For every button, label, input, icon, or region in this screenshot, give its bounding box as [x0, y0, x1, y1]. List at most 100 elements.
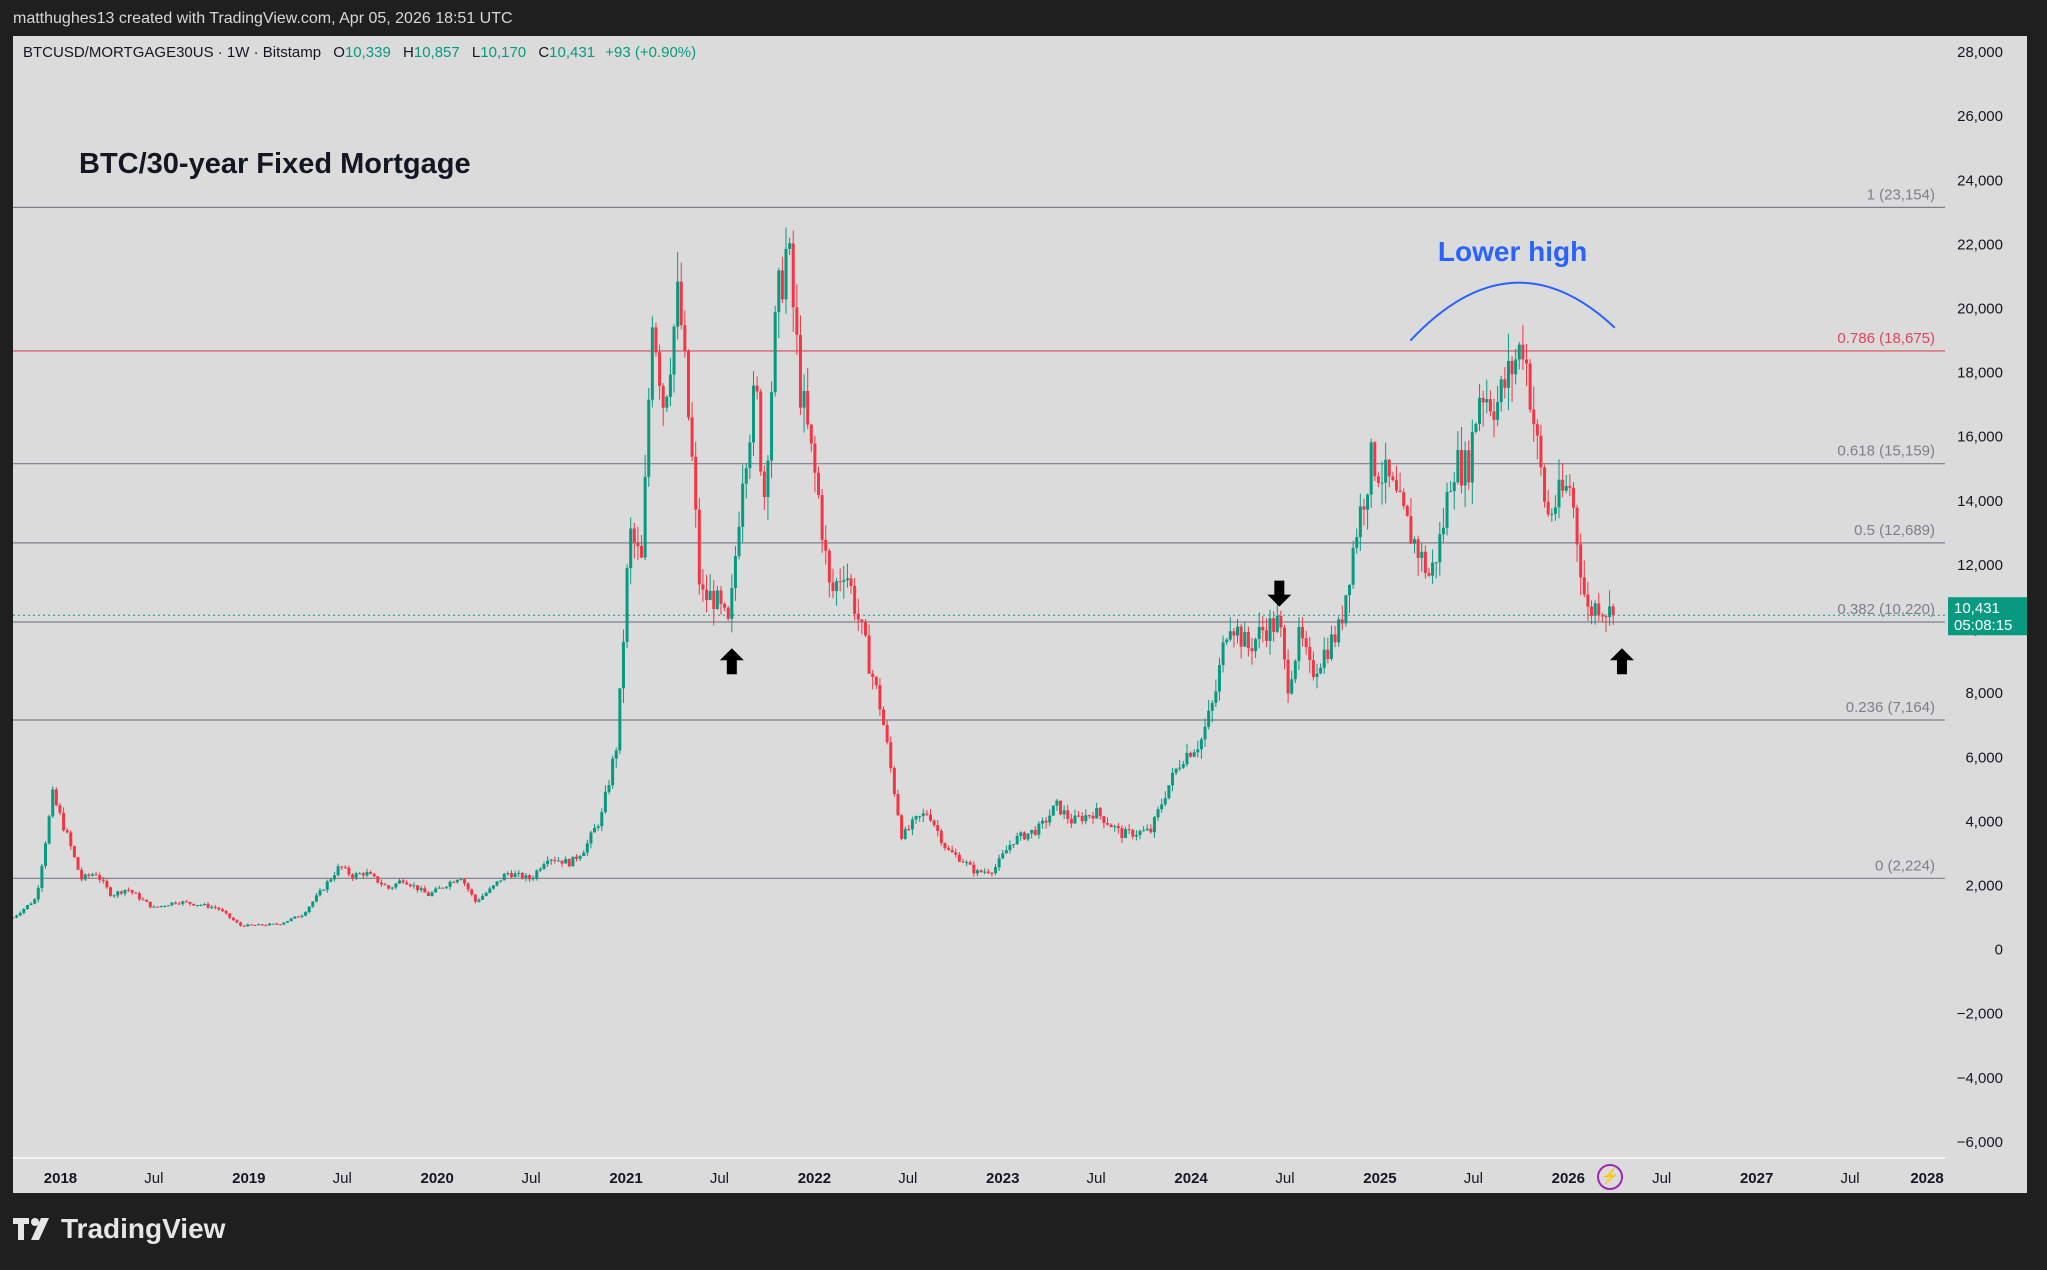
candle-body-141 — [520, 872, 524, 879]
candle-body-235 — [860, 619, 864, 622]
candle-body-420 — [1528, 363, 1532, 410]
candle-body-242 — [885, 725, 889, 743]
fib-label-1: 0.786 (18,675) — [1837, 330, 1935, 347]
credit-text: matthughes13 created with TradingView.co… — [13, 10, 513, 27]
candle-body-131 — [484, 892, 488, 896]
candle-body-165 — [607, 785, 611, 792]
candle-body-174 — [640, 545, 644, 558]
candle-body-319 — [1163, 798, 1167, 805]
candle-body-374 — [1362, 506, 1366, 510]
candle-body-315 — [1149, 828, 1153, 833]
candle-body-157 — [578, 856, 582, 859]
candle-body-438 — [1593, 603, 1597, 616]
candle-body-354 — [1290, 679, 1294, 694]
low-value: 10,170 — [480, 44, 527, 61]
candle-body-5 — [29, 903, 33, 906]
candle-body-272 — [994, 867, 998, 874]
candle-body-381 — [1387, 459, 1391, 477]
candle-body-36 — [141, 899, 145, 901]
candle-body-415 — [1510, 360, 1514, 375]
candle-body-230 — [842, 580, 846, 582]
candle-body-295 — [1077, 815, 1081, 817]
last-price-countdown: 05:08:15 — [1954, 617, 2012, 634]
candle-body-288 — [1051, 805, 1055, 816]
symbol-name[interactable]: BTCUSD/MORTGAGE30US · 1W · Bitstamp — [23, 44, 322, 61]
candle-body-286 — [1044, 820, 1048, 823]
candle-body-403 — [1467, 450, 1471, 483]
candle-body-132 — [488, 888, 492, 893]
candle-body-227 — [831, 582, 835, 592]
candle-body-164 — [603, 791, 607, 813]
candle-body-245 — [896, 794, 900, 816]
candle-body-355 — [1293, 660, 1297, 680]
candle-body-103 — [383, 884, 387, 886]
candle-body-285 — [1040, 820, 1044, 824]
candle-body-69 — [260, 924, 264, 926]
candle-body-365 — [1329, 634, 1333, 659]
candle-body-22 — [90, 874, 94, 876]
candle-body-206 — [755, 385, 759, 392]
candle-body-388 — [1413, 539, 1417, 544]
candle-body-294 — [1073, 815, 1077, 824]
candle-body-249 — [910, 819, 914, 830]
candle-body-254 — [928, 814, 932, 821]
candle-body-94 — [351, 874, 355, 879]
candle-body-396 — [1441, 527, 1445, 535]
candle-body-101 — [376, 876, 380, 883]
candle-body-241 — [882, 709, 886, 726]
y-tick-label: −4,000 — [1957, 1070, 2003, 1087]
candle-body-358 — [1304, 638, 1308, 648]
candle-body-283 — [1033, 829, 1037, 835]
symbol-legend[interactable]: BTCUSD/MORTGAGE30US · 1W · Bitstamp O10,… — [23, 44, 696, 61]
candle-body-24 — [98, 875, 102, 880]
candle-body-201 — [737, 526, 741, 557]
brand-logo[interactable]: TradingView — [13, 1213, 225, 1245]
candle-body-87 — [325, 881, 329, 890]
candle-body-83 — [311, 901, 315, 907]
candle-body-79 — [296, 916, 300, 918]
candle-body-124 — [459, 879, 463, 881]
candle-body-301 — [1098, 807, 1102, 817]
candle-body-311 — [1134, 834, 1138, 837]
candle-body-424 — [1543, 467, 1547, 502]
candle-body-91 — [340, 866, 344, 868]
chart-canvas[interactable]: 1 (23,154) 0.786 (18,675) 0.618 (15,159) 0.… — [13, 36, 2027, 1193]
candle-body-269 — [983, 871, 987, 873]
candle-body-373 — [1358, 506, 1362, 538]
candle-body-195 — [715, 590, 719, 609]
candle-body-40 — [155, 906, 159, 908]
y-tick-label: 26,000 — [1957, 108, 2003, 125]
candle-body-68 — [257, 924, 261, 926]
candle-body-266 — [972, 864, 976, 874]
candle-body-118 — [437, 887, 441, 889]
chart-panel[interactable]: 1 (23,154) 0.786 (18,675) 0.618 (15,159) 0.… — [13, 36, 2027, 1193]
flash-icon[interactable]: ⚡ — [1597, 1164, 1623, 1190]
candle-body-337 — [1228, 631, 1232, 640]
candle-body-435 — [1582, 577, 1586, 595]
candle-body-193 — [708, 590, 712, 601]
candle-body-421 — [1532, 409, 1536, 425]
y-tick-label: −6,000 — [1957, 1134, 2003, 1151]
candle-body-96 — [358, 873, 362, 875]
candle-body-405 — [1474, 423, 1478, 433]
candle-body-343 — [1250, 648, 1254, 652]
candle-body-356 — [1297, 626, 1301, 661]
candle-body-414 — [1506, 360, 1510, 388]
candle-body-108 — [401, 880, 405, 883]
candle-body-35 — [137, 893, 141, 900]
candle-body-390 — [1420, 551, 1424, 558]
annotations: Lower high — [719, 236, 1634, 675]
candle-body-325 — [1185, 752, 1189, 765]
y-tick-label: 24,000 — [1957, 172, 2003, 189]
candle-body-369 — [1344, 595, 1348, 624]
candle-body-429 — [1561, 479, 1565, 491]
candle-body-309 — [1127, 829, 1131, 831]
fib-levels: 1 (23,154) 0.786 (18,675) 0.618 (15,159) 0.… — [13, 186, 1945, 879]
candle-body-116 — [430, 892, 434, 897]
candle-body-203 — [744, 468, 748, 484]
candle-body-320 — [1167, 785, 1171, 799]
candle-body-234 — [856, 613, 860, 620]
candle-body-214 — [784, 248, 788, 300]
high-label: H — [403, 44, 414, 61]
x-tick-label: 2020 — [420, 1170, 453, 1187]
